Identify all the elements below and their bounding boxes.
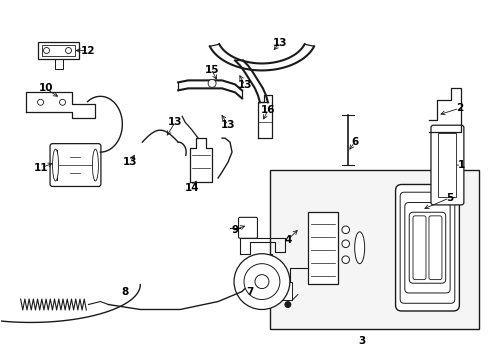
Text: 15: 15: [204, 66, 219, 76]
Ellipse shape: [354, 232, 364, 264]
Circle shape: [341, 256, 349, 264]
Circle shape: [43, 48, 49, 54]
Text: 14: 14: [184, 183, 199, 193]
FancyBboxPatch shape: [395, 184, 458, 311]
Text: 6: 6: [350, 137, 358, 147]
Text: 8: 8: [122, 287, 129, 297]
Text: 11: 11: [33, 163, 48, 173]
Text: 3: 3: [357, 336, 365, 346]
Bar: [275, 282, 291, 300]
Circle shape: [208, 80, 216, 87]
FancyBboxPatch shape: [38, 41, 80, 59]
Text: 13: 13: [167, 117, 182, 127]
Bar: [269, 170, 478, 329]
Text: 13: 13: [123, 157, 137, 167]
Text: 10: 10: [38, 84, 53, 93]
Circle shape: [38, 99, 43, 105]
FancyBboxPatch shape: [408, 212, 445, 283]
FancyBboxPatch shape: [50, 144, 101, 186]
Ellipse shape: [52, 149, 59, 181]
Circle shape: [285, 302, 290, 307]
Text: 2: 2: [455, 103, 462, 113]
Text: 5: 5: [445, 193, 452, 203]
Bar: [41, 45, 75, 57]
Text: 16: 16: [260, 105, 275, 115]
Circle shape: [341, 240, 349, 248]
Text: 12: 12: [81, 45, 96, 55]
FancyBboxPatch shape: [430, 125, 463, 205]
FancyBboxPatch shape: [404, 203, 449, 293]
Bar: [307, 212, 337, 284]
FancyBboxPatch shape: [428, 216, 441, 280]
Bar: [438, 133, 455, 197]
FancyBboxPatch shape: [399, 192, 454, 303]
Text: 13: 13: [272, 37, 286, 48]
FancyBboxPatch shape: [412, 216, 425, 280]
Text: 9: 9: [231, 225, 238, 235]
Circle shape: [65, 48, 71, 54]
Circle shape: [234, 254, 289, 310]
Ellipse shape: [92, 149, 98, 181]
Circle shape: [341, 226, 349, 234]
Text: 1: 1: [457, 160, 464, 170]
Circle shape: [60, 99, 65, 105]
Circle shape: [254, 275, 268, 289]
FancyBboxPatch shape: [238, 217, 257, 238]
Text: 13: 13: [221, 120, 235, 130]
Text: 13: 13: [237, 80, 252, 90]
Text: 7: 7: [246, 287, 253, 297]
Text: 4: 4: [284, 235, 291, 245]
Circle shape: [244, 264, 279, 300]
